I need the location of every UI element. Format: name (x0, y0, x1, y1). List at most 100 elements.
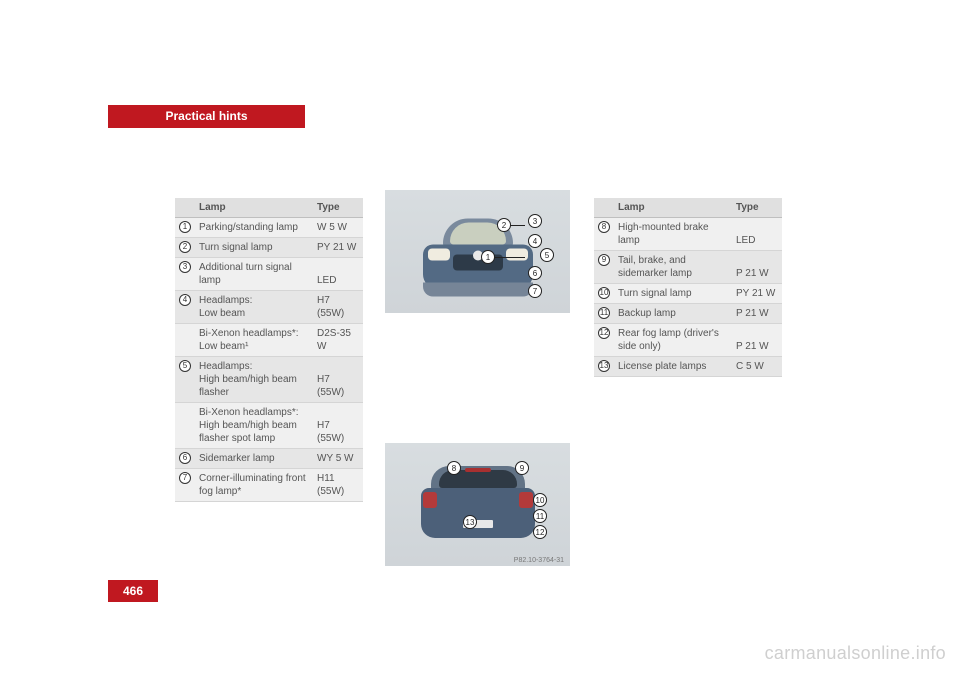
marker-circle-icon: 7 (179, 472, 191, 484)
table-row: 11 Backup lampP 21 W (594, 304, 782, 324)
callout-marker-icon: 7 (528, 284, 542, 298)
lamp-cell: Turn signal lamp (614, 284, 732, 303)
lamp-cell: Additional turn signal lamp (195, 258, 313, 290)
callout-marker-icon: 12 (533, 525, 547, 539)
th-lamp: Lamp (614, 198, 732, 217)
type-cell: H7 (55W) (313, 357, 363, 402)
type-cell: W 5 W (313, 218, 363, 237)
table-row: Bi-Xenon headlamps*: Low beam¹D2S-35 W (175, 324, 363, 357)
vehicle-front-diagram: 1 2 3 45 6 7 (385, 190, 570, 313)
callout-marker-icon: 4 (528, 234, 542, 248)
marker-circle-icon: 3 (179, 261, 191, 273)
marker-circle-icon: 11 (598, 307, 610, 319)
type-cell: LED (732, 218, 782, 250)
table-row: 10Turn signal lampPY 21 W (594, 284, 782, 304)
row-marker: 4 (175, 291, 195, 323)
row-marker: 6 (175, 449, 195, 468)
table-row: 3 Additional turn signal lampLED (175, 258, 363, 291)
table-row: 12Rear fog lamp (driver's side only)P 21… (594, 324, 782, 357)
vehicle-rear-diagram: P82.10-3764-31 8 9 10 11 12 13 (385, 443, 570, 566)
lamp-cell: Bi-Xenon headlamps*: High beam/high beam… (195, 403, 313, 448)
table-row: 9 Tail, brake, and sidemarker lampP 21 W (594, 251, 782, 284)
row-marker: 8 (594, 218, 614, 250)
th-type: Type (313, 198, 363, 217)
row-marker: 9 (594, 251, 614, 283)
callout-marker-icon: 5 (540, 248, 554, 262)
type-cell: C 5 W (732, 357, 782, 376)
type-cell: PY 21 W (732, 284, 782, 303)
marker-circle-icon: 8 (598, 221, 610, 233)
lamp-cell: Headlamps: High beam/high beam flasher (195, 357, 313, 402)
row-marker: 11 (594, 304, 614, 323)
type-cell: P 21 W (732, 251, 782, 283)
type-cell: H7 (55W) (313, 291, 363, 323)
manual-page: Practical hints Lamp Type 1 Parking/stand… (0, 0, 960, 678)
front-lamps-table: Lamp Type 1 Parking/standing lampW 5 W 2 Tu… (175, 198, 363, 502)
table-row: 8 High-mounted brake lampLED (594, 218, 782, 251)
type-cell: P 21 W (732, 324, 782, 356)
lamp-cell: Sidemarker lamp (195, 449, 313, 468)
row-marker: 1 (175, 218, 195, 237)
car-front-icon (418, 219, 538, 304)
marker-circle-icon: 2 (179, 241, 191, 253)
table-header: Lamp Type (594, 198, 782, 218)
row-marker: 3 (175, 258, 195, 290)
row-marker: 5 (175, 357, 195, 402)
marker-circle-icon: 5 (179, 360, 191, 372)
row-marker: 7 (175, 469, 195, 501)
callout-marker-icon: 13 (463, 515, 477, 529)
row-marker (175, 403, 195, 448)
lamp-cell: Bi-Xenon headlamps*: Low beam¹ (195, 324, 313, 356)
type-cell: P 21 W (732, 304, 782, 323)
lamp-cell: Rear fog lamp (driver's side only) (614, 324, 732, 356)
table-row: 5 Headlamps: High beam/high beam flasherH… (175, 357, 363, 403)
marker-circle-icon: 13 (598, 360, 610, 372)
type-cell: PY 21 W (313, 238, 363, 257)
type-cell: H11 (55W) (313, 469, 363, 501)
callout-marker-icon: 2 (497, 218, 511, 232)
table-row: 4 Headlamps: Low beamH7 (55W) (175, 291, 363, 324)
th-type: Type (732, 198, 782, 217)
type-cell: LED (313, 258, 363, 290)
lamp-cell: Turn signal lamp (195, 238, 313, 257)
callout-marker-icon: 11 (533, 509, 547, 523)
type-cell: H7 (55W) (313, 403, 363, 448)
callout-marker-icon: 10 (533, 493, 547, 507)
watermark: carmanualsonline.info (765, 643, 946, 664)
lamp-cell: Corner-illuminating front fog lamp* (195, 469, 313, 501)
row-marker: 13 (594, 357, 614, 376)
row-marker: 12 (594, 324, 614, 356)
car-rear-icon (413, 466, 543, 556)
table-row: 2 Turn signal lampPY 21 W (175, 238, 363, 258)
callout-marker-icon: 1 (481, 250, 495, 264)
lamp-cell: Backup lamp (614, 304, 732, 323)
table-header: Lamp Type (175, 198, 363, 218)
section-header: Practical hints (108, 105, 305, 128)
row-marker (175, 324, 195, 356)
lamp-cell: Tail, brake, and sidemarker lamp (614, 251, 732, 283)
callout-marker-icon: 9 (515, 461, 529, 475)
page-number: 466 (108, 580, 158, 602)
callout-marker-icon: 6 (528, 266, 542, 280)
diagram-caption: P82.10-3764-31 (514, 557, 564, 564)
table-row: 13License plate lampsC 5 W (594, 357, 782, 377)
th-lamp: Lamp (195, 198, 313, 217)
marker-circle-icon: 1 (179, 221, 191, 233)
rear-lamps-table: Lamp Type 8 High-mounted brake lampLED 9 Ta… (594, 198, 782, 377)
callout-marker-icon: 3 (528, 214, 542, 228)
lamp-cell: Headlamps: Low beam (195, 291, 313, 323)
lamp-cell: Parking/standing lamp (195, 218, 313, 237)
marker-circle-icon: 4 (179, 294, 191, 306)
table-row: Bi-Xenon headlamps*: High beam/high beam… (175, 403, 363, 449)
row-marker: 2 (175, 238, 195, 257)
marker-circle-icon: 9 (598, 254, 610, 266)
callout-marker-icon: 8 (447, 461, 461, 475)
table-row: 7 Corner-illuminating front fog lamp*H11 … (175, 469, 363, 502)
table-row: 1 Parking/standing lampW 5 W (175, 218, 363, 238)
table-row: 6 Sidemarker lampWY 5 W (175, 449, 363, 469)
row-marker: 10 (594, 284, 614, 303)
type-cell: WY 5 W (313, 449, 363, 468)
lamp-cell: High-mounted brake lamp (614, 218, 732, 250)
marker-circle-icon: 6 (179, 452, 191, 464)
type-cell: D2S-35 W (313, 324, 363, 356)
